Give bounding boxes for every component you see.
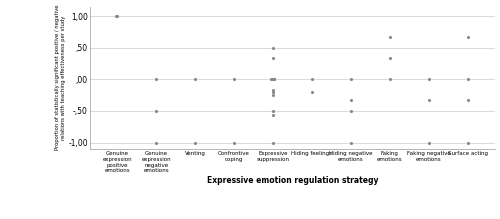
Point (268, 78, 276, 81)
Point (152, 78, 160, 81)
Point (269, 78, 277, 81)
Point (425, 141, 433, 144)
Point (230, 141, 238, 144)
Point (347, 109, 355, 113)
Point (269, 90, 277, 94)
Point (386, 57, 394, 60)
Point (464, 99, 471, 102)
Point (464, 35, 471, 39)
X-axis label: Expressive emotion regulation strategy: Expressive emotion regulation strategy (207, 176, 378, 185)
Point (268, 78, 276, 81)
Point (270, 78, 278, 81)
Point (230, 78, 238, 81)
Point (191, 141, 199, 144)
Point (269, 141, 277, 144)
Point (347, 78, 355, 81)
Point (270, 78, 278, 81)
Point (269, 93, 277, 97)
Point (425, 99, 433, 102)
Point (269, 114, 277, 117)
Point (347, 141, 355, 144)
Point (347, 99, 355, 102)
Point (269, 57, 277, 60)
Point (464, 78, 471, 81)
Point (269, 88, 277, 92)
Point (464, 141, 471, 144)
Point (269, 46, 277, 49)
Point (112, 14, 120, 18)
Point (114, 14, 122, 18)
Y-axis label: Proportion of statistically significant positive / negative
relations with teach: Proportion of statistically significant … (54, 5, 66, 150)
Point (308, 90, 316, 94)
Point (152, 109, 160, 113)
Point (269, 109, 277, 113)
Point (191, 78, 199, 81)
Point (386, 78, 394, 81)
Point (308, 78, 316, 81)
Point (268, 78, 276, 81)
Point (425, 78, 433, 81)
Point (386, 35, 394, 39)
Point (152, 141, 160, 144)
